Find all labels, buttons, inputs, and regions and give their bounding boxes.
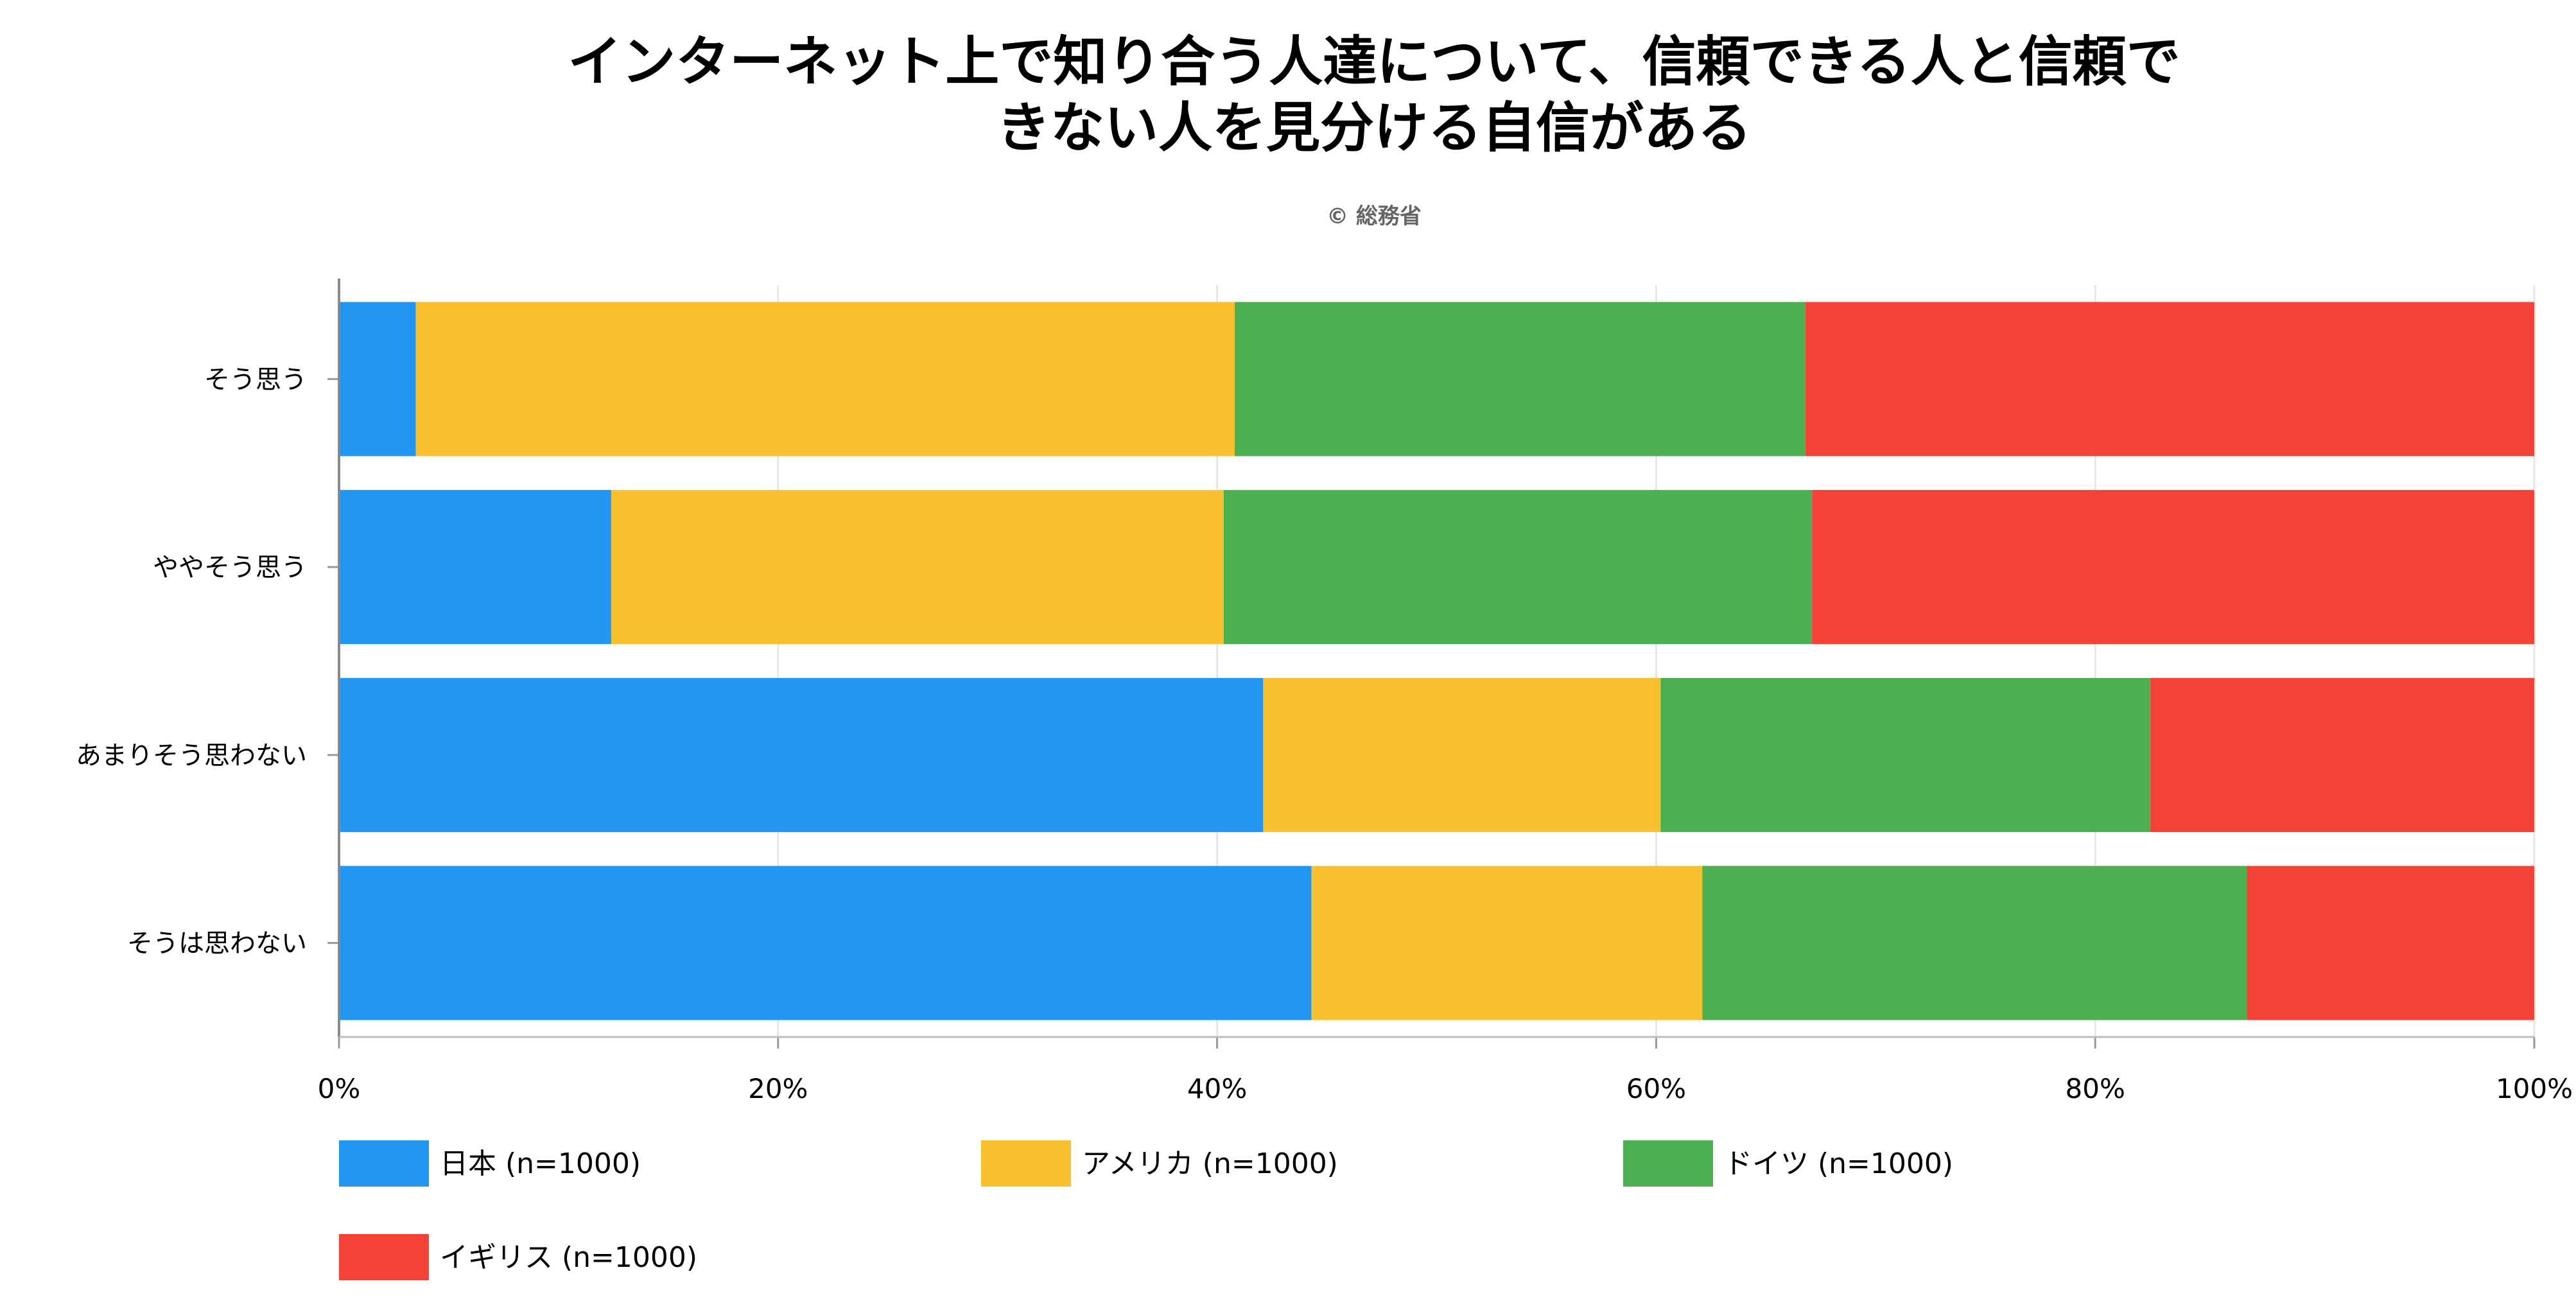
category-label: ややそう思う <box>153 553 307 582</box>
chart-subtitle: © 総務省 <box>1327 204 1422 229</box>
bar-segment <box>339 866 1312 1020</box>
legend-swatch <box>1623 1140 1713 1187</box>
legend-label: 日本 (n=1000) <box>440 1147 641 1180</box>
bar-segment <box>1263 677 1661 832</box>
x-tick-label: 20% <box>748 1073 808 1104</box>
chart-title-line-2: きない人を見分ける自信がある <box>996 96 1752 159</box>
category-label: そう思う <box>204 365 307 394</box>
bar-segment <box>1311 866 1703 1020</box>
chart-title-group: インターネット上で知り合う人達について、信頼できる人と信頼で きない人を見分ける… <box>568 30 2180 159</box>
bar-segment <box>1223 490 1813 645</box>
bar-segment <box>1702 866 2247 1020</box>
x-tick-label: 40% <box>1187 1073 1247 1104</box>
legend-swatch <box>339 1140 429 1187</box>
x-tick-labels: 0% 20% 40% 60% 80% 100% <box>318 1073 2573 1104</box>
bar-segment <box>1660 677 2150 832</box>
axes <box>327 279 2536 1049</box>
bar-segment <box>2150 677 2534 832</box>
x-tick-label: 100% <box>2496 1073 2573 1104</box>
category-label: あまりそう思わない <box>76 741 307 771</box>
legend-label: アメリカ (n=1000) <box>1082 1147 1338 1180</box>
bar-segment <box>339 677 1264 832</box>
bar-segment <box>1234 302 1806 457</box>
chart-title-line-1: インターネット上で知り合う人達について、信頼できる人と信頼で <box>568 30 2180 93</box>
bar-segment <box>339 490 611 645</box>
bar-segment <box>611 490 1224 645</box>
category-label: そうは思わない <box>127 929 307 959</box>
legend-label: ドイツ (n=1000) <box>1724 1147 1953 1180</box>
legend-label: イギリス (n=1000) <box>440 1241 697 1274</box>
bar-segment <box>1812 490 2534 645</box>
x-tick-label: 0% <box>318 1073 361 1104</box>
legend: 日本 (n=1000) アメリカ (n=1000) ドイツ (n=1000) イギリス… <box>339 1140 1953 1280</box>
bar-segment <box>2247 866 2534 1020</box>
bars <box>339 302 2534 1020</box>
legend-swatch <box>981 1140 1071 1187</box>
bar-segment <box>1805 302 2534 457</box>
x-tick-label: 80% <box>2066 1073 2125 1104</box>
x-tick-label: 60% <box>1626 1073 1686 1104</box>
legend-swatch <box>339 1234 429 1280</box>
bar-segment <box>415 302 1235 457</box>
bar-segment <box>339 302 416 457</box>
